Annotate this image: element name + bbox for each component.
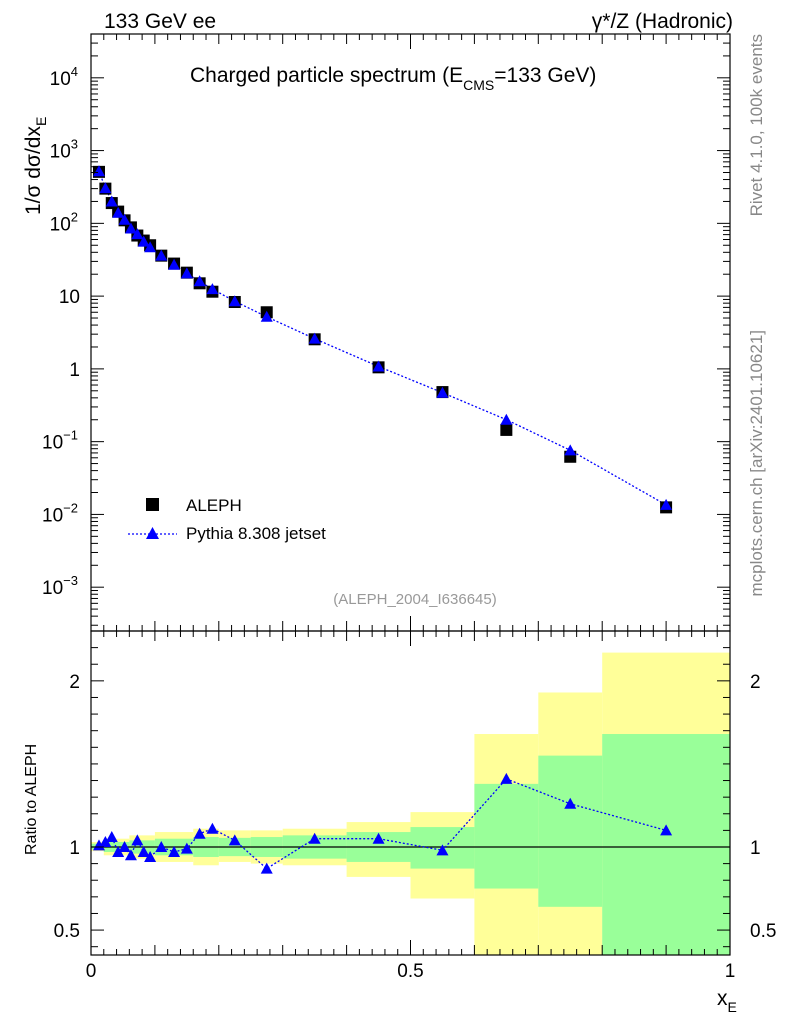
ratio-ylabel: Ratio to ALEPH xyxy=(23,744,40,855)
ratio-pythia-point xyxy=(124,849,137,861)
ratio-panel: 0.5 0.5 1 1 2 2 0 0.5 1 Ratio to ALEPH xE xyxy=(23,630,776,1015)
main-ytick-label: 10−3 xyxy=(42,573,78,599)
legend-marker-pythia xyxy=(146,527,159,539)
rivet-label: Rivet 4.1.0, 100k events xyxy=(747,34,766,216)
legend-label-pythia: Pythia 8.308 jetset xyxy=(186,524,326,543)
ratio-pythia-point xyxy=(112,845,125,857)
header-left: 133 GeV ee xyxy=(104,10,216,33)
ratio-pythia-point xyxy=(308,832,321,844)
ratio-band-inner xyxy=(538,755,603,907)
pythia-point xyxy=(112,206,125,218)
ratio-ytick-label-right: 2 xyxy=(750,672,761,693)
x-tick-label: 0 xyxy=(86,961,97,982)
pythia-point xyxy=(144,241,157,253)
main-ytick-label: 1 xyxy=(69,360,80,381)
ratio-pythia-point xyxy=(436,844,449,856)
header-right: γ*/Z (Hadronic) xyxy=(592,10,733,33)
ratio-pythia-point xyxy=(564,797,577,809)
legend-marker-aleph xyxy=(146,498,159,511)
pythia-point xyxy=(206,283,219,295)
pythia-point xyxy=(260,310,273,322)
ratio-pythia-point xyxy=(137,845,150,857)
pythia-point xyxy=(193,275,206,287)
ratio-pythia-point xyxy=(168,845,181,857)
legend: ALEPH Pythia 8.308 jetset xyxy=(128,496,326,543)
pythia-line xyxy=(98,170,667,506)
ratio-pythia-point xyxy=(228,834,241,846)
pythia-point xyxy=(118,213,131,225)
pythia-point xyxy=(308,332,321,344)
x-tick-label: 0.5 xyxy=(397,961,423,982)
pythia-point xyxy=(660,498,673,510)
ratio-pythia-point xyxy=(193,827,206,839)
pythia-point xyxy=(99,182,112,194)
source-label: mcplots.cern.ch [arXiv:2401.10621] xyxy=(747,330,766,596)
analysis-annotation: (ALEPH_2004_I636645) xyxy=(333,591,496,608)
main-ylabel: 1/σ dσ/dxE xyxy=(22,117,49,215)
ratio-pythia-point xyxy=(144,850,157,862)
pythia-point xyxy=(92,165,105,177)
ratio-pythia-point xyxy=(372,832,385,844)
ratio-band-inner xyxy=(602,734,730,955)
pythia-point xyxy=(105,195,118,207)
ratio-ytick-label-right: 0.5 xyxy=(750,921,776,942)
x-tick-label: 1 xyxy=(725,961,736,982)
pythia-point xyxy=(228,295,241,307)
pythia-point xyxy=(168,258,181,270)
main-ytick-label: 10 xyxy=(59,287,80,308)
ratio-pythia-point xyxy=(500,772,513,784)
legend-label-aleph: ALEPH xyxy=(186,496,242,515)
x-axis-label: xE xyxy=(717,987,737,1015)
pythia-point xyxy=(436,386,449,398)
main-ytick-label: 10−2 xyxy=(42,500,78,526)
ratio-pythia-point xyxy=(118,841,131,852)
ratio-ytick-label: 0.5 xyxy=(54,921,80,942)
ratio-pythia-point xyxy=(99,836,112,848)
pythia-point xyxy=(131,228,144,240)
main-panel: 10−3 10−2 10−1 1 10 102 103 104 Charged particl… xyxy=(22,33,731,632)
main-ytick-label: 102 xyxy=(50,209,78,235)
ratio-pythia-point xyxy=(92,839,105,851)
ratio-pythia-point xyxy=(131,834,144,846)
ratio-ytick-label: 1 xyxy=(69,838,80,859)
aleph-point xyxy=(500,423,513,436)
pythia-point xyxy=(137,235,150,247)
pythia-point xyxy=(124,222,137,234)
pythia-point xyxy=(180,267,193,279)
ratio-pythia-point xyxy=(206,822,219,834)
pythia-point xyxy=(155,249,168,261)
main-title: Charged particle spectrum (ECMS=133 GeV) xyxy=(190,64,596,93)
ratio-pythia-point xyxy=(260,862,273,874)
main-ytick-label: 104 xyxy=(50,64,78,90)
pythia-point xyxy=(564,444,577,456)
ratio-pythia-point xyxy=(180,842,193,854)
ratio-pythia-point xyxy=(660,824,673,836)
pythia-point xyxy=(500,413,513,425)
ratio-ytick-label-right: 1 xyxy=(750,838,761,859)
main-ytick-label: 103 xyxy=(50,137,78,163)
main-ytick-label: 10−1 xyxy=(42,428,78,454)
ratio-band-inner xyxy=(474,783,539,889)
pythia-point xyxy=(372,360,385,372)
ratio-pythia-point xyxy=(155,841,168,852)
ratio-ytick-label: 2 xyxy=(69,672,80,693)
ratio-pythia-point xyxy=(105,831,118,843)
